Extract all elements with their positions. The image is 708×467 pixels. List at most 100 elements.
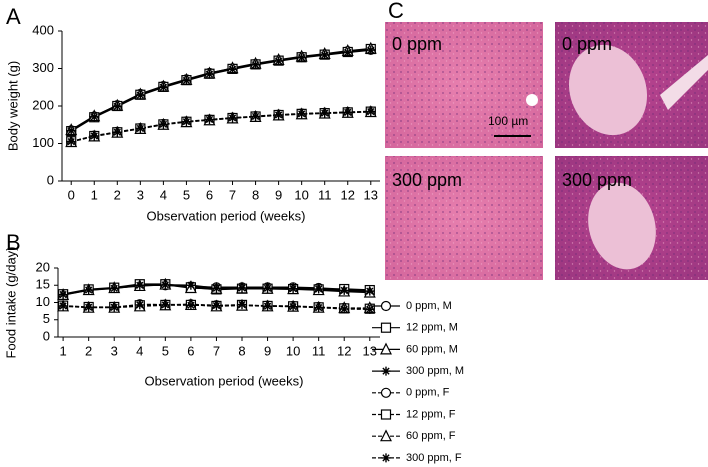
marker — [66, 137, 76, 147]
x-tick-label: 12 — [337, 343, 351, 358]
marker — [251, 112, 261, 121]
x-tick-label: 9 — [275, 187, 282, 202]
marker — [112, 127, 122, 137]
marker — [89, 112, 99, 122]
panel-label: B — [6, 230, 21, 255]
y-tick-label: 100 — [32, 135, 54, 150]
marker — [89, 131, 99, 141]
x-tick-label: 10 — [286, 343, 300, 358]
marker — [109, 283, 119, 293]
marker — [84, 302, 94, 312]
x-axis-title: Observation period (weeks) — [145, 373, 304, 388]
marker — [381, 453, 391, 463]
marker — [204, 69, 214, 79]
islet — [568, 44, 648, 136]
marker — [135, 300, 145, 310]
islet — [588, 182, 656, 270]
y-tick-label: 20 — [36, 259, 50, 274]
marker — [366, 45, 376, 55]
marker — [380, 322, 392, 333]
x-tick-label: 10 — [294, 187, 308, 202]
marker — [237, 283, 247, 293]
marker — [381, 366, 391, 376]
marker — [380, 409, 392, 420]
marker — [158, 82, 168, 92]
x-axis-title: Observation period (weeks) — [147, 208, 306, 223]
marker — [251, 60, 261, 70]
x-tick-label: 2 — [85, 343, 92, 358]
marker — [160, 280, 170, 290]
x-tick-label: 2 — [114, 187, 121, 202]
marker — [228, 64, 238, 74]
x-tick-label: 8 — [238, 343, 245, 358]
marker — [211, 283, 221, 293]
marker — [297, 109, 307, 119]
marker — [237, 300, 247, 310]
marker — [314, 284, 324, 294]
marker — [186, 300, 196, 310]
marker — [186, 280, 196, 290]
marker — [181, 117, 191, 127]
x-tick-label: 5 — [162, 343, 169, 358]
x-tick-label: 4 — [136, 343, 143, 358]
marker — [274, 56, 284, 66]
legend-label: 300 ppm, M — [406, 365, 464, 377]
y-tick-label: 10 — [36, 294, 50, 309]
x-tick-label: 4 — [160, 187, 167, 202]
x-tick-label: 11 — [312, 343, 326, 358]
marker — [365, 286, 375, 296]
duct — [660, 55, 708, 110]
y-tick-label: 5 — [43, 311, 50, 326]
marker — [314, 303, 324, 313]
x-tick-label: 13 — [364, 187, 378, 202]
marker — [58, 301, 68, 311]
legend-label: 60 ppm, M — [406, 343, 458, 355]
y-tick-label: 400 — [32, 22, 54, 37]
legend-label: 0 ppm, M — [406, 300, 452, 312]
marker — [58, 290, 68, 300]
marker — [365, 304, 375, 314]
marker — [112, 101, 122, 111]
x-tick-label: 6 — [187, 343, 194, 358]
marker — [380, 342, 392, 355]
marker — [109, 302, 119, 312]
x-tick-label: 1 — [59, 343, 66, 358]
y-tick-label: 300 — [32, 60, 54, 75]
marker — [211, 301, 221, 311]
image-label: 0 ppm — [562, 34, 612, 54]
marker — [135, 280, 145, 290]
marker — [380, 387, 392, 398]
vessel — [526, 94, 538, 106]
marker — [135, 124, 145, 133]
x-tick-label: 3 — [111, 343, 118, 358]
marker — [320, 50, 330, 60]
marker — [320, 108, 330, 118]
x-tick-label: 11 — [318, 187, 332, 202]
y-tick-label: 0 — [43, 328, 50, 343]
x-tick-label: 13 — [363, 343, 377, 358]
marker — [288, 302, 298, 312]
x-tick-label: 1 — [91, 187, 98, 202]
marker — [160, 300, 170, 310]
marker — [380, 300, 392, 312]
x-tick-label: 3 — [137, 187, 144, 202]
image-label: 300 ppm — [392, 170, 462, 190]
marker — [339, 285, 349, 295]
x-tick-label: 12 — [341, 187, 355, 202]
legend-label: 300 ppm, F — [406, 452, 462, 464]
marker — [181, 76, 191, 85]
y-tick-label: 15 — [36, 277, 50, 292]
x-tick-label: 6 — [206, 187, 213, 202]
marker — [263, 301, 273, 311]
marker — [66, 126, 76, 136]
y-tick-label: 200 — [32, 97, 54, 112]
x-tick-label: 7 — [229, 187, 236, 202]
legend-label: 12 ppm, F — [406, 408, 456, 420]
marker — [204, 115, 214, 124]
marker — [297, 53, 307, 63]
x-tick-label: 8 — [252, 187, 259, 202]
panel-label: A — [6, 4, 21, 29]
scale-bar-label: 100 µm — [488, 114, 528, 128]
marker — [263, 283, 273, 293]
